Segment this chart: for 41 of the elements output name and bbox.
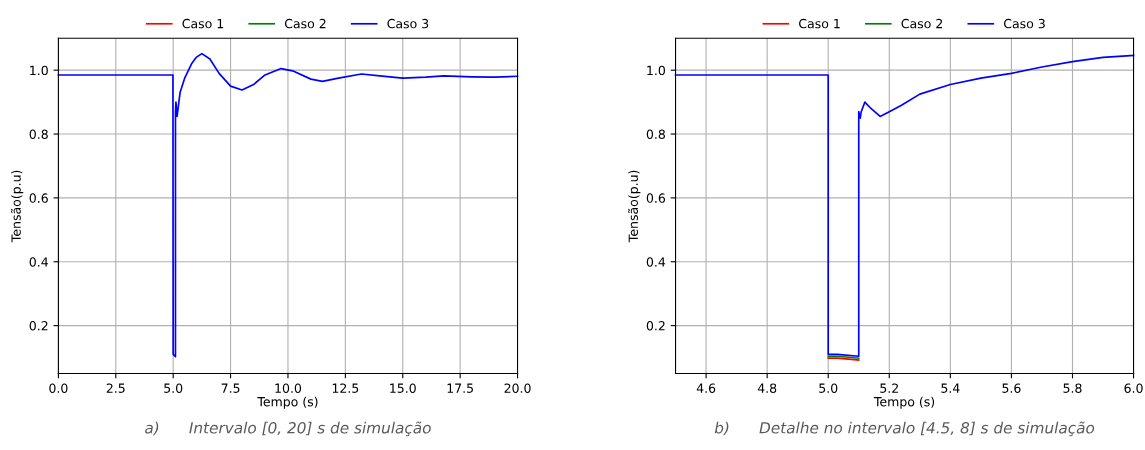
x-tick-label: 6.0 bbox=[1124, 383, 1143, 393]
legend-label: Caso 3 bbox=[387, 18, 429, 29]
x-axis-title: Tempo (s) bbox=[257, 396, 318, 409]
legend-label: Caso 2 bbox=[901, 18, 943, 29]
line-series bbox=[674, 54, 1135, 358]
x-tick-label: 2.5 bbox=[106, 383, 125, 393]
x-axis-title: Tempo (s) bbox=[873, 396, 935, 409]
legend-label: Caso 2 bbox=[284, 18, 326, 29]
x-tick-label: 5.8 bbox=[1063, 383, 1082, 393]
y-tick-label: 0.2 bbox=[646, 321, 665, 331]
legend-label: Caso 1 bbox=[182, 18, 224, 29]
legend-label: Caso 3 bbox=[1003, 18, 1045, 29]
x-tick-label: 12.5 bbox=[332, 383, 359, 393]
x-tick-label: 10.0 bbox=[275, 383, 302, 393]
x-tick-label: 4.8 bbox=[757, 383, 777, 393]
y-tick-label: 0.4 bbox=[646, 257, 666, 267]
x-tick-label: 5.4 bbox=[941, 383, 960, 393]
x-tick-label: 5.2 bbox=[880, 383, 898, 393]
y-tick-label: 1.0 bbox=[30, 65, 48, 76]
y-tick-label: 0.6 bbox=[646, 193, 666, 203]
y-axis-title: Tensão(p.u) bbox=[628, 170, 641, 243]
x-tick-label: 5.6 bbox=[1002, 383, 1021, 393]
y-tick-label: 0.2 bbox=[29, 321, 48, 331]
y-axis-title: Tensão(p.u) bbox=[10, 170, 24, 243]
x-tick-label: 5.0 bbox=[164, 383, 183, 393]
y-tick-label: 1.0 bbox=[647, 65, 665, 76]
y-tick-label: 0.4 bbox=[29, 257, 48, 267]
x-tick-label: 5.0 bbox=[819, 383, 838, 393]
x-tick-label: 7.5 bbox=[221, 383, 240, 393]
y-tick-label: 0.8 bbox=[29, 129, 48, 139]
y-tick-label: 0.6 bbox=[29, 193, 48, 203]
x-tick-label: 4.6 bbox=[696, 383, 716, 393]
x-tick-label: 17.5 bbox=[447, 383, 473, 393]
text: a) Intervalo [0, 20] s de simulação bbox=[145, 421, 431, 437]
legend-label: Caso 1 bbox=[799, 18, 840, 29]
x-tick-label: 15.0 bbox=[390, 383, 416, 393]
line-series bbox=[57, 52, 519, 358]
y-tick-label: 0.8 bbox=[646, 129, 665, 139]
x-tick-label: 0.0 bbox=[49, 383, 68, 393]
x-tick-label: 20.0 bbox=[504, 383, 531, 393]
text: b) Detalhe no intervalo [4.5, 8] s de simulação bbox=[714, 421, 1095, 437]
